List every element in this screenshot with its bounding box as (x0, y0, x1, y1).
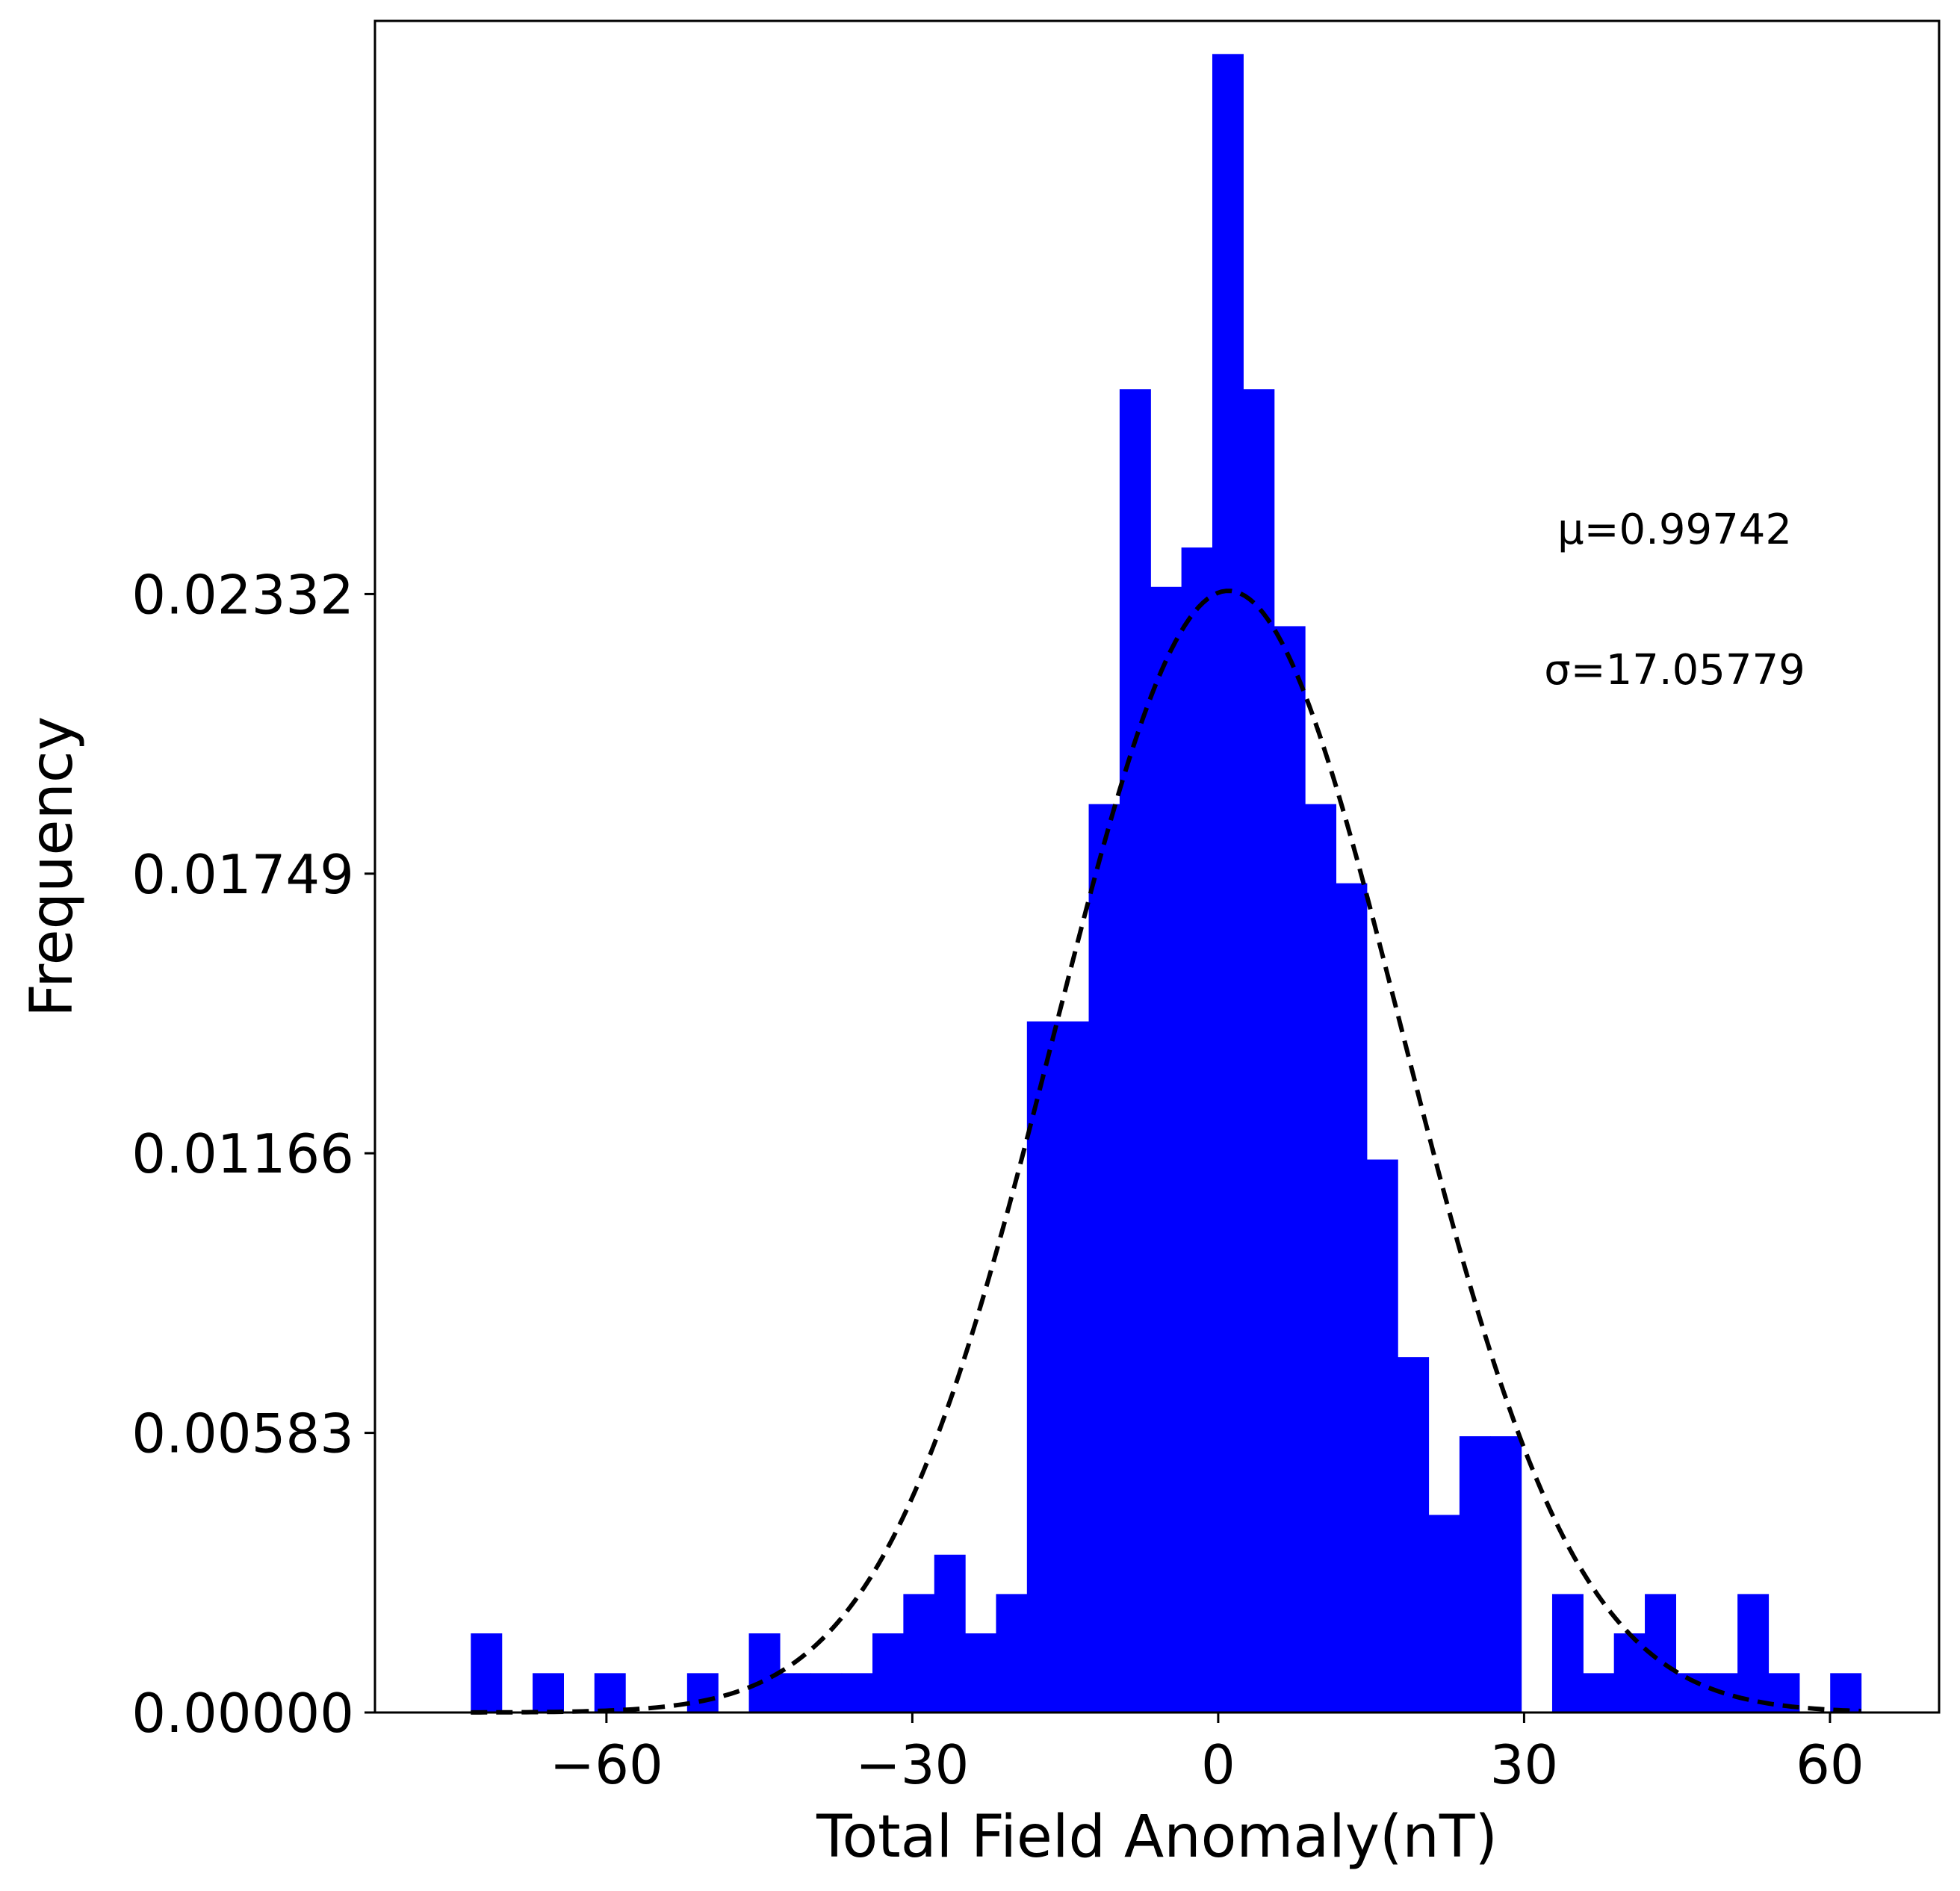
x-tick-label: 60 (1796, 1733, 1864, 1796)
histogram-bar (779, 1673, 811, 1713)
histogram-bar (1366, 1159, 1398, 1713)
histogram-bar (594, 1673, 626, 1713)
histogram-bar (1459, 1436, 1491, 1713)
histogram-bar (1212, 54, 1244, 1713)
histogram-bar (1336, 883, 1368, 1713)
histogram-bar (533, 1673, 564, 1713)
histogram-bar (1150, 586, 1182, 1713)
histogram-bar (1181, 547, 1213, 1713)
y-tick-label: 0.01166 (131, 1123, 354, 1185)
histogram-bar (1490, 1436, 1522, 1713)
histogram-bar (1830, 1673, 1862, 1713)
histogram-bar (1305, 804, 1337, 1713)
histogram-bar (872, 1633, 904, 1713)
histogram-bar (1551, 1594, 1584, 1713)
mu-annotation: μ=0.99742 (1557, 506, 1792, 554)
y-tick-label: 0.01749 (131, 843, 354, 906)
y-tick-label: 0.00000 (131, 1682, 354, 1745)
x-axis-title: Total Field Anomaly(nT) (816, 1804, 1498, 1871)
histogram-bar (1119, 389, 1151, 1713)
histogram-bar (965, 1633, 997, 1713)
histogram-bar (1026, 1021, 1058, 1713)
histogram-bar (841, 1673, 873, 1713)
histogram-bar (1058, 1021, 1090, 1713)
histogram-bar (903, 1594, 935, 1713)
histogram-bar (996, 1594, 1028, 1713)
histogram-bar (810, 1673, 843, 1713)
histogram-bar (471, 1633, 503, 1713)
histogram-bar (1737, 1594, 1770, 1713)
histogram-bar (1088, 804, 1120, 1713)
histogram-bar (1274, 626, 1306, 1713)
y-tick-label: 0.00583 (131, 1403, 354, 1465)
y-axis: 0.00000 0.00583 0.01166 0.01749 0.02332 (131, 563, 375, 1745)
sigma-annotation: σ=17.05779 (1544, 646, 1805, 695)
bars (471, 54, 1862, 1713)
y-axis-title: Frequency (19, 716, 86, 1017)
x-tick-label: 0 (1201, 1733, 1235, 1796)
histogram-bar (934, 1554, 966, 1713)
histogram-bar (1428, 1515, 1460, 1713)
x-tick-label: −60 (550, 1733, 663, 1796)
y-tick-label: 0.02332 (131, 563, 354, 626)
histogram-bar (686, 1673, 719, 1713)
x-tick-label: 30 (1490, 1733, 1559, 1796)
histogram-bar (1243, 389, 1275, 1713)
histogram-bar (1583, 1673, 1615, 1713)
plot-frame (373, 19, 1941, 1714)
histogram-bar (1613, 1633, 1646, 1713)
histogram-bar (1398, 1357, 1430, 1713)
normal-fit-curve (471, 589, 1861, 1715)
x-tick-label: −30 (855, 1733, 969, 1796)
x-axis: −60 −30 0 30 60 (550, 1713, 1864, 1796)
